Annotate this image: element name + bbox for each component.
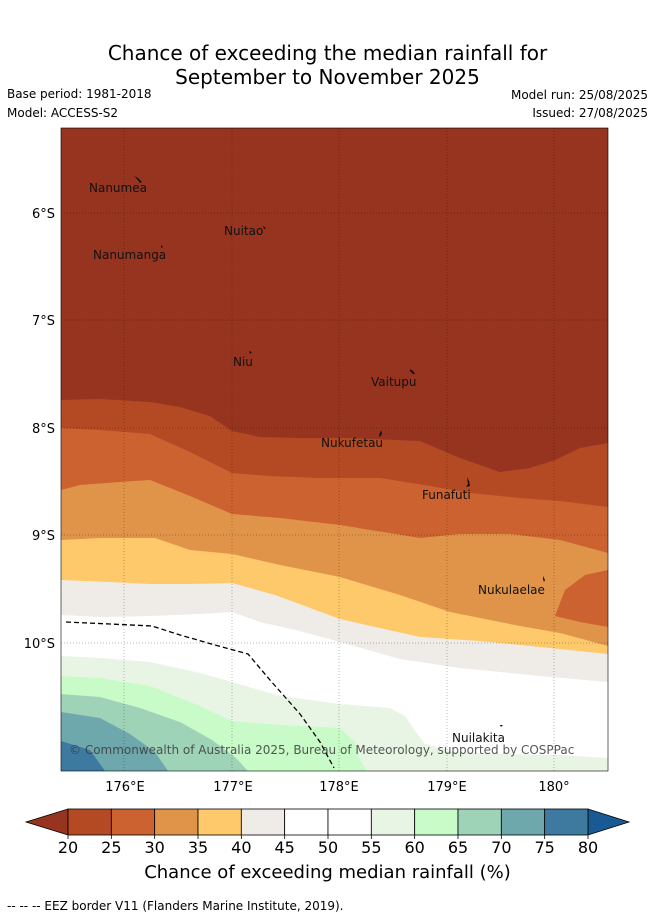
colorbar-title: Chance of exceeding median rainfall (%) (144, 862, 511, 883)
island-niu (249, 351, 252, 354)
island-nanumea (134, 176, 142, 183)
colorbar-segment (240, 808, 286, 836)
graticule (61, 128, 608, 771)
copyright-notice: © Commonwealth of Australia 2025, Bureau… (69, 743, 574, 757)
model-name: Model: ACCESS-S2 (7, 106, 119, 120)
colorbar-segment (110, 808, 156, 836)
island-nukulaelae (543, 576, 545, 582)
island-nuitao (263, 226, 266, 229)
label-nanumea: Nanumea (89, 181, 147, 195)
colorbar-segment (197, 808, 242, 836)
lon-label: 176°E (105, 780, 145, 795)
lon-label: 179°E (427, 780, 467, 795)
island-vaitupu (410, 369, 415, 374)
island-nuilakita (500, 725, 503, 727)
colorbar-tick-label: 75 (534, 838, 554, 857)
map-title-line1: Chance of exceeding the median rainfall … (107, 41, 548, 65)
lat-label: 7°S (32, 314, 55, 329)
lon-label: 177°E (213, 780, 253, 795)
colorbar-segment (544, 808, 589, 836)
lat-label: 9°S (32, 529, 55, 544)
lat-label: 6°S (32, 207, 55, 222)
map-title: Chance of exceeding the median rainfall … (0, 41, 655, 89)
model-run: Model run: 25/08/2025 (510, 88, 648, 102)
label-nanumanga: Nanumanga (93, 248, 166, 262)
label-funafuti: Funafuti (422, 488, 471, 502)
island-nanumanga (161, 245, 163, 248)
longitude-labels: 176°E 177°E 178°E 179°E 180° (105, 780, 569, 795)
lon-label: 180° (538, 780, 569, 795)
label-nukulaelae: Nukulaelae (478, 583, 545, 597)
band-below-25-east (555, 570, 608, 627)
colorbar-tick-label: 40 (231, 838, 251, 857)
colorbar-segment (284, 808, 329, 836)
colorbar-tick-label: 20 (58, 838, 78, 857)
lon-label: 178°E (319, 780, 359, 795)
label-nuitao: Nuitao (224, 224, 263, 238)
colorbar-tick-label: 55 (361, 838, 381, 857)
eez-border (65, 621, 335, 769)
colorbar-segment (457, 808, 502, 836)
colorbar-segment (370, 808, 416, 836)
islands (134, 176, 545, 727)
colorbar-tick-label: 60 (404, 838, 424, 857)
colorbar-segment (500, 808, 546, 836)
island-funafuti (466, 477, 470, 487)
latitude-labels: 6°S 7°S 8°S 9°S 10°S (24, 207, 55, 652)
issued-date: Issued: 27/08/2025 (532, 106, 648, 120)
colorbar-tick-label: 65 (448, 838, 468, 857)
label-nukufetau: Nukufetau (321, 436, 383, 450)
lat-label: 10°S (24, 637, 55, 652)
colorbar-segment (327, 808, 372, 836)
map-frame (60, 127, 609, 772)
rainfall-map: Nanumea Nuitao Nanumanga Niu Vaitupu Nuk… (24, 127, 631, 857)
band-75-80 (61, 741, 105, 771)
colorbar-tick-label: 45 (274, 838, 294, 857)
colorbar-tick-label: 80 (578, 838, 598, 857)
label-niu: Niu (233, 355, 253, 369)
colorbar-segment (414, 808, 459, 836)
colorbar-low-extend (24, 808, 69, 836)
colorbar-tick-label: 50 (318, 838, 338, 857)
colorbar: 20 25 30 35 40 45 50 55 60 65 70 75 80 (24, 808, 631, 857)
lat-label: 8°S (32, 422, 55, 437)
base-period: Base period: 1981-2018 (7, 87, 152, 101)
probability-field: Nanumea Nuitao Nanumanga Niu Vaitupu Nuk… (61, 128, 608, 771)
island-nukufetau (379, 430, 382, 437)
colorbar-tick-label: 70 (491, 838, 511, 857)
colorbar-segment (67, 808, 112, 836)
label-vaitupu: Vaitupu (371, 375, 417, 389)
colorbar-tick-label: 35 (188, 838, 208, 857)
label-nuilakita: Nuilakita (452, 731, 505, 745)
map-title-line2: September to November 2025 (175, 65, 480, 89)
colorbar-segment (154, 808, 199, 836)
eez-legend-footer: -- -- -- EEZ border V11 (Flanders Marine… (7, 899, 344, 913)
colorbar-high-extend (587, 808, 631, 836)
colorbar-tick-label: 25 (101, 838, 121, 857)
colorbar-tick-label: 30 (144, 838, 164, 857)
